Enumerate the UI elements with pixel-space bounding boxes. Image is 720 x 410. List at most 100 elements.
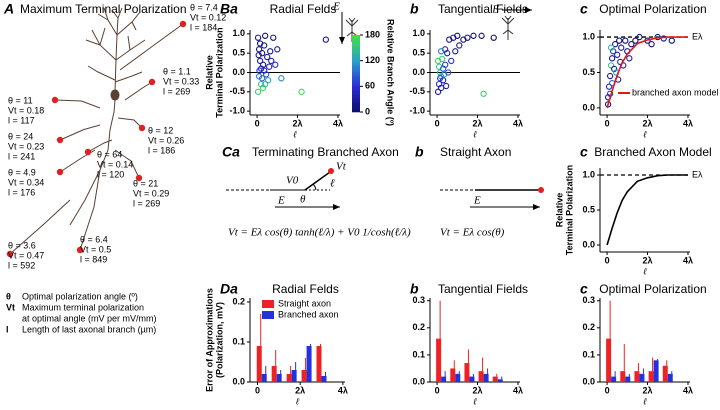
point — [264, 53, 271, 61]
colorbar-cell — [352, 77, 360, 80]
x-tick-label: 2λ — [293, 118, 303, 128]
axon-branch — [9, 199, 71, 255]
bar — [321, 376, 327, 382]
point — [452, 48, 459, 55]
x-tick-label: 2λ — [643, 255, 653, 265]
legend-symbol: Vt — [6, 302, 15, 312]
panel-title: Optimal Polarization — [599, 2, 706, 16]
terminal-label: l = 120 — [97, 169, 124, 179]
terminal-label: Vt = 0.23 — [8, 141, 44, 151]
colorbar-cell — [352, 75, 360, 78]
point — [268, 57, 275, 65]
y-tick-label: 0.5 — [232, 48, 245, 58]
bar — [648, 371, 654, 382]
x-tick-label: 2λ — [295, 385, 305, 395]
axon-trunk — [69, 99, 116, 226]
point — [616, 37, 623, 44]
legend-symbol: l — [6, 324, 9, 334]
bar — [662, 365, 668, 382]
bar — [625, 376, 631, 382]
y-tick-label: 0.2 — [232, 296, 245, 306]
legend-label: Branched axon — [278, 309, 339, 319]
point — [262, 80, 269, 88]
panel-letter: b — [415, 144, 424, 160]
colorbar-cell — [352, 56, 360, 59]
terminal-label: Vt = 0.26 — [148, 135, 184, 145]
panel-title: Maximum Terminal Polarization — [20, 2, 187, 16]
x-tick-label: 0 — [605, 255, 610, 265]
point — [607, 62, 615, 69]
bar — [286, 374, 292, 382]
point — [265, 77, 272, 84]
bar — [436, 338, 442, 382]
x-tick-label: 4λ — [683, 118, 693, 128]
terminal-label: l = 186 — [148, 145, 175, 155]
point — [480, 90, 487, 97]
x-tick-label: 0 — [435, 385, 440, 395]
y-tick-label: 0.5 — [582, 204, 595, 214]
point — [436, 75, 444, 82]
point — [278, 75, 285, 82]
point — [632, 37, 639, 44]
bar — [483, 373, 489, 382]
terminal-label: Vt = 0.18 — [8, 105, 44, 115]
point — [668, 37, 675, 44]
y-tick-label: 0.5 — [582, 67, 595, 77]
colorbar-cell — [352, 85, 360, 88]
panel-letter: c — [580, 144, 588, 160]
terminal — [51, 96, 59, 104]
bar — [606, 338, 612, 382]
point — [255, 51, 262, 59]
panel-title: Tangential Fields — [438, 2, 528, 16]
neuron-axon — [9, 23, 184, 255]
terminal-label: Vt = 0.5 — [80, 244, 111, 254]
terminal — [135, 174, 143, 182]
colorbar-cell — [352, 38, 360, 42]
point — [262, 32, 269, 39]
terminal-label: l = 592 — [8, 260, 35, 270]
y-tick-label: 0.0 — [582, 102, 595, 112]
x-tick-label: 4λ — [333, 118, 343, 128]
terminal — [179, 20, 187, 28]
point — [256, 40, 264, 47]
terminal-label: θ = 24 — [8, 131, 33, 141]
terminal-label: l = 269 — [163, 86, 190, 96]
bar — [301, 370, 307, 382]
bar — [634, 371, 640, 382]
equation: Vt = Eλ cos(θ) — [440, 227, 505, 239]
panel-title: Branched Axon Model — [594, 145, 711, 159]
y-tick-label: 0.2 — [582, 322, 595, 332]
legend-text: Maximum terminal polarization — [22, 302, 144, 312]
axon-branch — [304, 171, 331, 191]
y-tick-label: 0.0 — [412, 376, 425, 386]
point — [648, 41, 655, 48]
colorbar-cell — [352, 83, 360, 86]
colorbar-cell — [352, 110, 360, 113]
theta-label: θ — [300, 194, 306, 206]
axon-branch — [124, 81, 153, 101]
bar — [497, 379, 503, 382]
point — [448, 57, 455, 65]
bar — [455, 373, 461, 382]
x-axis-label: ℓ — [643, 129, 647, 139]
colorbar-label: Relative Branch Angle (º) — [386, 19, 396, 126]
colorbar-tick-label: 0 — [365, 106, 370, 116]
neuron-dendrites — [85, 7, 146, 101]
colorbar-cell — [352, 58, 360, 61]
colorbar-cell — [352, 42, 360, 45]
x-tick-label: 4λ — [513, 385, 523, 395]
bar — [271, 366, 277, 382]
point — [270, 34, 277, 41]
point — [259, 61, 267, 68]
colorbar-cell — [352, 40, 360, 43]
l-label: ℓ — [330, 178, 335, 190]
reference-label: Eλ — [692, 169, 703, 179]
x-tick-label: 0 — [605, 118, 610, 128]
legend-text: Length of last axonal branch (µm) — [22, 324, 156, 334]
point — [606, 72, 614, 80]
bar — [291, 370, 297, 382]
colorbar-cell — [352, 73, 360, 76]
point — [274, 46, 281, 53]
panel-letter: A — [3, 1, 14, 17]
terminal-label: l = 176 — [8, 187, 35, 197]
